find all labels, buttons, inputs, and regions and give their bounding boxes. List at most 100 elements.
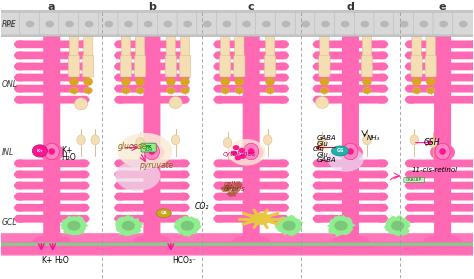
Text: K+: K+ xyxy=(61,146,73,155)
FancyBboxPatch shape xyxy=(315,62,346,70)
Text: a: a xyxy=(48,2,55,12)
FancyBboxPatch shape xyxy=(116,85,148,93)
FancyBboxPatch shape xyxy=(447,40,474,48)
Ellipse shape xyxy=(221,87,229,94)
Text: CO₂: CO₂ xyxy=(194,202,209,211)
Ellipse shape xyxy=(176,204,190,211)
FancyBboxPatch shape xyxy=(425,56,437,77)
Ellipse shape xyxy=(85,21,93,27)
FancyBboxPatch shape xyxy=(179,56,191,77)
Ellipse shape xyxy=(176,85,190,93)
Ellipse shape xyxy=(176,160,190,167)
FancyBboxPatch shape xyxy=(16,40,48,48)
Ellipse shape xyxy=(412,87,421,94)
FancyBboxPatch shape xyxy=(215,170,247,178)
FancyBboxPatch shape xyxy=(141,143,156,152)
Ellipse shape xyxy=(164,21,172,27)
Ellipse shape xyxy=(213,204,227,211)
FancyBboxPatch shape xyxy=(156,215,188,223)
Ellipse shape xyxy=(276,160,289,167)
Ellipse shape xyxy=(166,87,175,94)
Ellipse shape xyxy=(176,182,190,189)
FancyBboxPatch shape xyxy=(98,12,119,35)
FancyBboxPatch shape xyxy=(315,193,346,201)
FancyBboxPatch shape xyxy=(447,52,474,59)
Polygon shape xyxy=(224,184,235,191)
FancyBboxPatch shape xyxy=(354,12,375,35)
Ellipse shape xyxy=(14,193,27,201)
FancyBboxPatch shape xyxy=(255,170,287,178)
Ellipse shape xyxy=(67,221,81,231)
Ellipse shape xyxy=(76,160,90,167)
Ellipse shape xyxy=(169,96,182,109)
FancyBboxPatch shape xyxy=(315,215,346,223)
FancyBboxPatch shape xyxy=(354,62,386,70)
Ellipse shape xyxy=(114,182,128,189)
FancyBboxPatch shape xyxy=(407,74,439,81)
Text: e: e xyxy=(439,2,447,12)
Text: CA: CA xyxy=(160,211,167,215)
FancyBboxPatch shape xyxy=(215,85,247,93)
FancyBboxPatch shape xyxy=(16,215,48,223)
FancyBboxPatch shape xyxy=(354,96,386,104)
FancyBboxPatch shape xyxy=(255,52,287,59)
Ellipse shape xyxy=(405,96,418,104)
FancyBboxPatch shape xyxy=(177,12,198,35)
Ellipse shape xyxy=(435,143,450,160)
Text: GABA: GABA xyxy=(317,135,336,141)
Ellipse shape xyxy=(122,221,135,231)
Ellipse shape xyxy=(320,87,328,94)
Ellipse shape xyxy=(213,170,227,178)
FancyBboxPatch shape xyxy=(16,160,48,167)
Text: Glu: Glu xyxy=(317,141,328,147)
FancyBboxPatch shape xyxy=(255,160,287,167)
FancyBboxPatch shape xyxy=(156,193,188,201)
Text: INL: INL xyxy=(1,148,14,157)
FancyBboxPatch shape xyxy=(215,74,247,81)
FancyBboxPatch shape xyxy=(215,62,247,70)
Ellipse shape xyxy=(235,87,244,94)
FancyBboxPatch shape xyxy=(354,193,386,201)
FancyBboxPatch shape xyxy=(255,215,287,223)
FancyBboxPatch shape xyxy=(407,215,439,223)
Ellipse shape xyxy=(74,98,88,110)
FancyBboxPatch shape xyxy=(264,56,276,77)
Text: GS: GS xyxy=(336,148,344,153)
Ellipse shape xyxy=(410,135,419,145)
Ellipse shape xyxy=(313,62,326,70)
FancyBboxPatch shape xyxy=(255,40,287,48)
FancyBboxPatch shape xyxy=(16,182,48,189)
Ellipse shape xyxy=(439,148,446,155)
FancyBboxPatch shape xyxy=(0,242,474,246)
Ellipse shape xyxy=(363,135,371,145)
Ellipse shape xyxy=(266,87,274,94)
FancyBboxPatch shape xyxy=(255,85,287,93)
FancyBboxPatch shape xyxy=(116,52,148,59)
Ellipse shape xyxy=(318,138,326,148)
Ellipse shape xyxy=(76,170,90,178)
FancyBboxPatch shape xyxy=(354,52,386,59)
Ellipse shape xyxy=(139,143,164,161)
Ellipse shape xyxy=(276,193,289,201)
Ellipse shape xyxy=(262,21,271,27)
Ellipse shape xyxy=(213,52,227,59)
FancyBboxPatch shape xyxy=(243,34,260,247)
FancyBboxPatch shape xyxy=(315,182,346,189)
FancyBboxPatch shape xyxy=(315,96,346,104)
FancyBboxPatch shape xyxy=(43,34,60,247)
FancyBboxPatch shape xyxy=(116,40,148,48)
Ellipse shape xyxy=(114,204,128,211)
Ellipse shape xyxy=(313,74,326,81)
FancyBboxPatch shape xyxy=(135,56,146,77)
FancyBboxPatch shape xyxy=(354,85,386,93)
Text: d: d xyxy=(346,2,355,12)
Text: 11-cis-retinol: 11-cis-retinol xyxy=(412,167,458,173)
FancyBboxPatch shape xyxy=(16,85,48,93)
Text: H₂O: H₂O xyxy=(54,256,69,265)
FancyBboxPatch shape xyxy=(404,177,425,182)
Ellipse shape xyxy=(427,87,435,94)
FancyBboxPatch shape xyxy=(407,62,439,70)
FancyBboxPatch shape xyxy=(447,204,474,211)
Ellipse shape xyxy=(467,74,474,81)
FancyBboxPatch shape xyxy=(156,85,188,93)
